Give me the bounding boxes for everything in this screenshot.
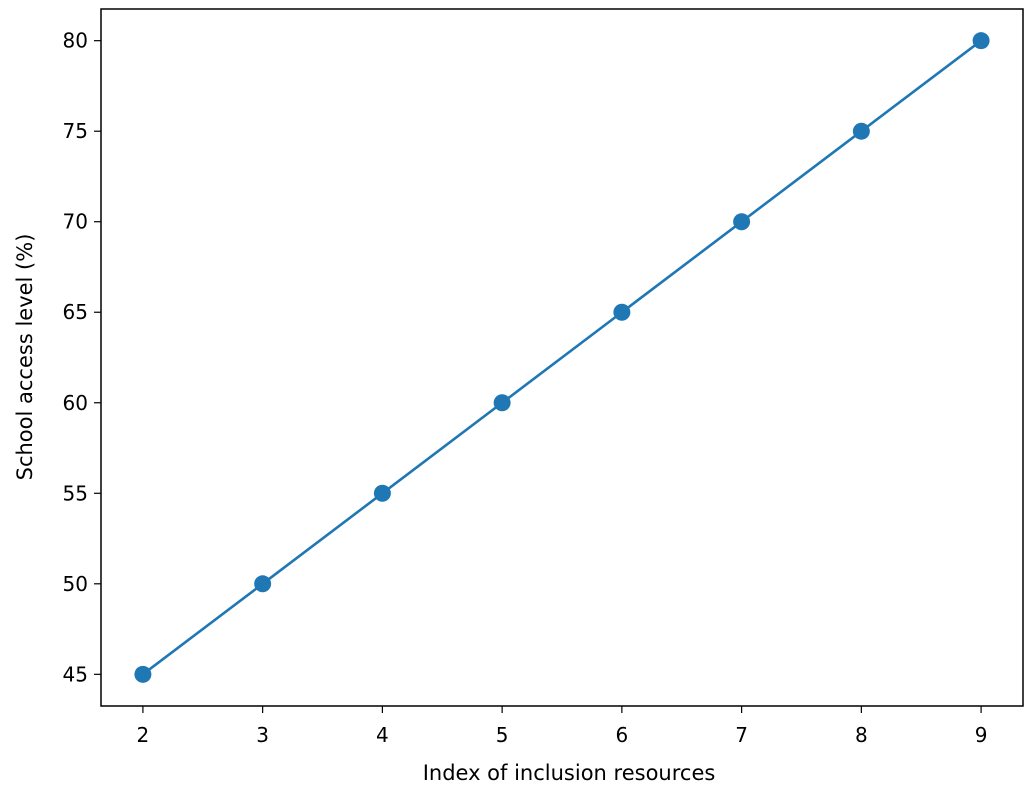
y-tick-label: 60	[63, 391, 88, 415]
x-axis-label: Index of inclusion resources	[423, 761, 716, 785]
y-tick-label: 55	[63, 481, 88, 505]
y-axis-ticks: 45 50 55 60 65 70 75 80	[63, 29, 101, 686]
plot-frame	[100, 8, 1024, 707]
data-point	[493, 394, 511, 412]
y-tick-label: 50	[63, 572, 88, 596]
series-line	[141, 39, 983, 676]
y-tick-label: 75	[63, 119, 88, 143]
data-point	[852, 122, 870, 140]
x-tick-label: 5	[496, 723, 509, 747]
data-point	[972, 32, 990, 50]
x-tick-label: 2	[137, 723, 150, 747]
x-tick-label: 7	[735, 723, 748, 747]
x-tick-label: 6	[616, 723, 629, 747]
data-point	[733, 213, 751, 231]
y-axis-label: School access level (%)	[13, 234, 37, 481]
data-point	[254, 575, 272, 593]
y-tick-label: 65	[63, 300, 88, 324]
x-tick-label: 3	[256, 723, 269, 747]
data-point	[613, 303, 631, 321]
y-tick-label: 70	[63, 210, 88, 234]
series-layer	[134, 32, 990, 683]
x-axis-ticks: 2 3 4 5 6 7 8 9	[137, 706, 988, 747]
data-point	[373, 484, 391, 502]
y-tick-label: 80	[63, 29, 88, 53]
x-tick-label: 9	[975, 723, 988, 747]
x-tick-label: 8	[855, 723, 868, 747]
x-tick-label: 4	[376, 723, 389, 747]
data-point	[134, 665, 152, 683]
y-tick-label: 45	[63, 662, 88, 686]
